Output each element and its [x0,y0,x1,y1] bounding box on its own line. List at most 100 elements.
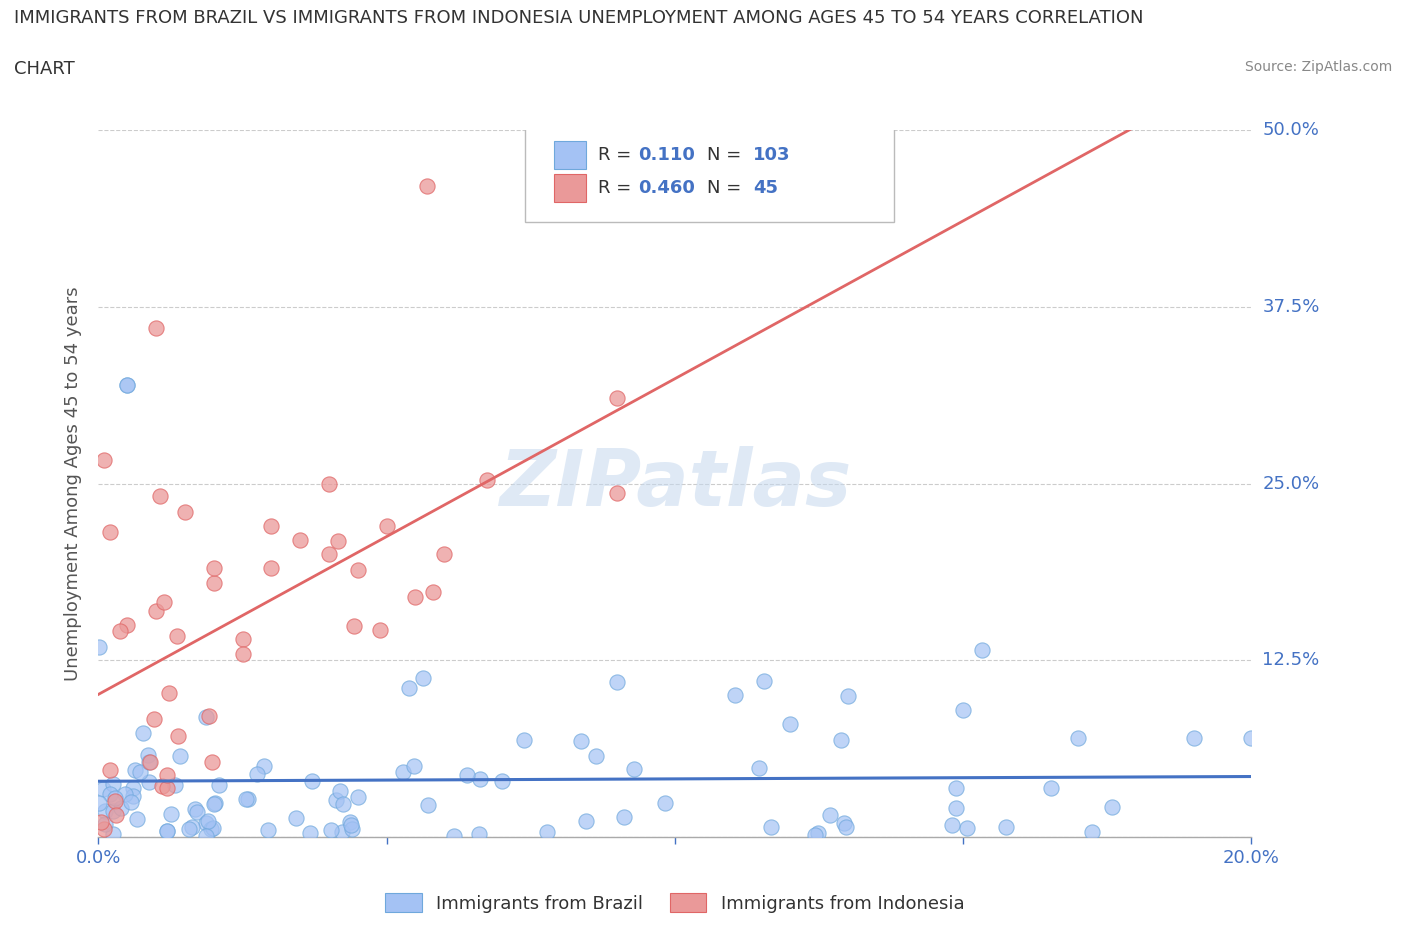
Point [231,631,254,646]
Point [340,817,363,832]
Text: N =: N = [707,179,747,197]
Point [415,179,437,193]
Point [180,819,202,834]
Point [260,519,283,534]
Point [104,807,127,822]
Point [575,814,598,829]
Point [108,624,131,639]
Point [613,809,636,824]
Point [157,685,180,700]
Point [260,561,283,576]
Point [779,716,801,731]
Point [318,476,340,491]
Y-axis label: Unemployment Among Ages 45 to 54 years: Unemployment Among Ages 45 to 54 years [65,286,83,681]
FancyBboxPatch shape [524,123,894,222]
Point [156,824,179,839]
Point [120,794,142,809]
Point [456,767,478,782]
Point [174,504,197,519]
Point [201,754,224,769]
Text: N =: N = [707,146,747,164]
Point [970,643,993,658]
Point [110,801,132,816]
Point [152,594,174,609]
Point [606,674,628,689]
Point [163,777,186,792]
Text: 25.0%: 25.0% [1263,474,1320,493]
Point [748,760,770,775]
Point [329,784,352,799]
Point [131,725,153,740]
Point [98,525,121,539]
Point [184,802,207,817]
Point [114,787,136,802]
Point [186,804,208,819]
Point [941,817,963,832]
Text: 37.5%: 37.5% [1263,298,1320,316]
Point [405,590,427,604]
Point [156,781,179,796]
Text: 12.5%: 12.5% [1263,651,1320,670]
Point [402,759,425,774]
Point [368,623,391,638]
Point [285,811,308,826]
Point [375,519,398,534]
Point [585,748,607,763]
Point [204,796,226,811]
Point [761,819,783,834]
Point [150,778,173,793]
Point [1067,731,1090,746]
Point [200,821,222,836]
Text: R =: R = [598,146,637,164]
Point [606,485,628,500]
Point [94,804,117,818]
Point [606,391,628,405]
Point [347,562,370,577]
Bar [554,140,586,169]
Point [804,828,827,843]
Point [138,754,160,769]
Text: 50.0%: 50.0% [1263,121,1319,140]
Point [104,790,127,805]
Point [1240,731,1263,746]
Point [290,533,312,548]
Point [956,821,979,836]
Text: R =: R = [598,179,637,197]
Point [143,711,166,726]
Point [820,808,842,823]
Point [468,827,491,842]
Point [830,733,852,748]
Point [623,762,645,777]
Point [101,827,124,842]
Point [117,378,138,392]
Point [202,575,225,590]
Point [194,816,217,830]
Bar [554,174,586,203]
Point [139,754,162,769]
Point [93,817,115,832]
Point [468,772,491,787]
Point [101,777,124,791]
Point [156,767,179,782]
Text: 103: 103 [754,146,790,164]
Point [752,673,775,688]
Point [832,816,855,830]
Point [103,794,125,809]
Point [945,780,967,795]
Point [145,604,167,618]
Point [177,821,200,836]
Legend: Immigrants from Brazil, Immigrants from Indonesia: Immigrants from Brazil, Immigrants from … [378,886,972,920]
Point [98,787,121,802]
Point [138,775,160,790]
Point [343,618,366,633]
Point [319,823,342,838]
Point [149,488,172,503]
Point [145,321,167,336]
Point [433,547,456,562]
Point [475,472,498,487]
Point [339,814,361,829]
Point [513,733,536,748]
Point [202,820,225,835]
Point [202,561,225,576]
Point [236,791,259,806]
